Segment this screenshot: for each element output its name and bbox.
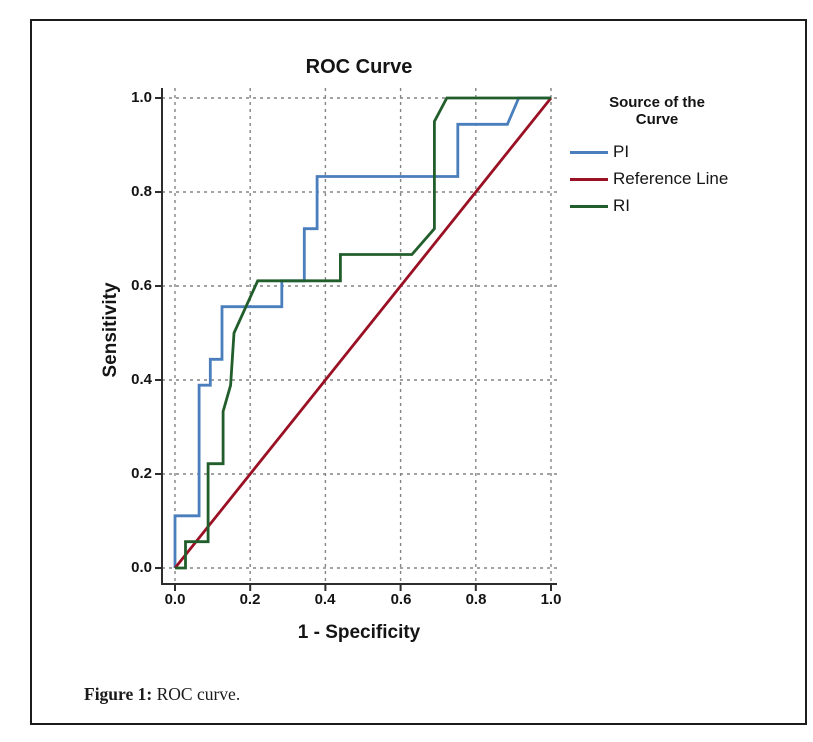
x-tick-label: 0.6 [390, 591, 412, 608]
y-tick-label: 0.0 [131, 559, 152, 576]
chart-title: ROC Curve [305, 56, 413, 78]
figure-border [30, 19, 807, 725]
y-axis-title: Sensitivity [100, 282, 121, 378]
legend-label: Reference Line [613, 169, 729, 188]
legend-label: PI [613, 142, 630, 161]
reference-line-swatch [570, 177, 608, 181]
x-tick-label: 0.4 [314, 591, 336, 608]
legend-item-reference-line: Reference Line [570, 169, 728, 189]
legend-item-ri: RI [570, 196, 630, 216]
legend-title: Source of the Curve [609, 94, 705, 128]
figure-caption-text: ROC curve. [152, 684, 241, 704]
curve-reference-line [173, 97, 553, 569]
legend-item-pi: PI [570, 142, 629, 162]
x-axis-title: 1 - Specificity [297, 622, 421, 643]
x-tick-label: 0.2 [239, 591, 261, 608]
figure-caption: Figure 1: ROC curve. [84, 684, 240, 705]
legend-label: RI [613, 196, 630, 215]
figure-caption-label: Figure 1: [84, 684, 153, 704]
y-tick-label: 0.6 [131, 277, 152, 294]
x-tick-label: 1.0 [540, 591, 562, 608]
x-tick-label: 0.8 [465, 591, 487, 608]
y-tick-label: 0.4 [131, 371, 152, 388]
x-tick-label: 0.0 [164, 591, 186, 608]
curve-ri [175, 96, 551, 570]
pi-line-swatch [570, 150, 608, 154]
y-tick-label: 0.2 [131, 465, 152, 482]
ri-line-swatch [570, 204, 608, 208]
y-tick-label: 0.8 [131, 183, 152, 200]
y-tick-label: 1.0 [131, 89, 152, 106]
